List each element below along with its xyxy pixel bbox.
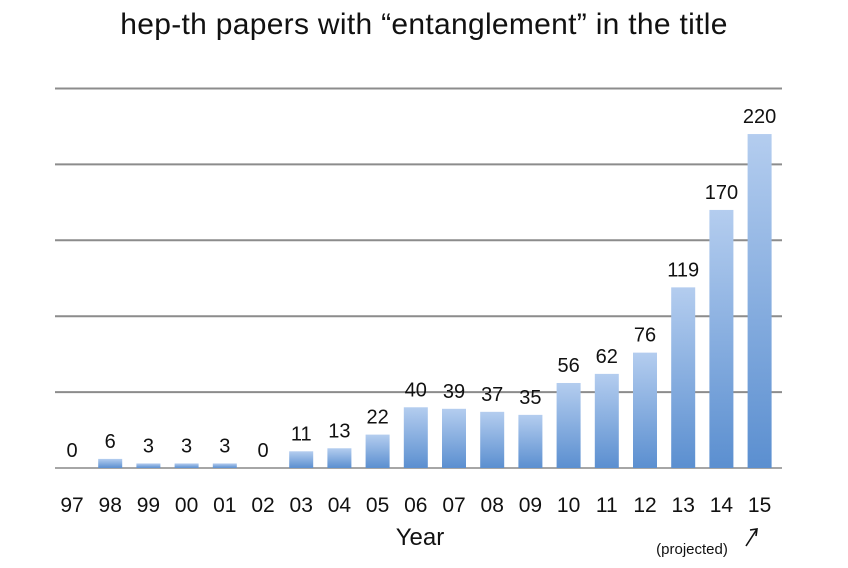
bar-14 xyxy=(709,209,734,468)
data-label-08: 37 xyxy=(481,384,503,406)
bar-06 xyxy=(403,407,428,468)
projected-annotation: (projected) xyxy=(656,541,728,558)
data-label-01: 3 xyxy=(219,435,230,457)
x-tick-11: 11 xyxy=(596,494,618,517)
chart-title: hep-th papers with “entanglement” in the… xyxy=(120,8,728,41)
data-label-05: 22 xyxy=(366,407,388,429)
data-label-07: 39 xyxy=(443,381,465,403)
x-tick-12: 12 xyxy=(633,494,656,517)
data-label-03: 11 xyxy=(291,423,312,445)
bar-05 xyxy=(365,434,390,468)
data-label-06: 40 xyxy=(405,379,427,401)
bar-11 xyxy=(594,373,619,468)
bar-99 xyxy=(136,463,161,468)
x-tick-04: 04 xyxy=(328,494,352,517)
bar-03 xyxy=(289,451,314,468)
bar-13 xyxy=(671,287,696,468)
data-label-97: 0 xyxy=(66,440,77,462)
bar-15 xyxy=(747,134,772,469)
x-tick-labels: 97 98 99 00 01 02 03 04 05 06 07 08 09 10 11 12 13 14 15 xyxy=(60,494,771,517)
x-tick-97: 97 xyxy=(60,494,83,517)
bar-00 xyxy=(174,463,199,468)
x-tick-10: 10 xyxy=(557,494,580,517)
x-tick-03: 03 xyxy=(290,494,313,517)
bar-98 xyxy=(98,458,123,468)
x-tick-05: 05 xyxy=(366,494,389,517)
data-label-10: 56 xyxy=(557,355,579,377)
data-labels: 0 6 3 3 3 0 11 13 22 40 39 37 35 56 62 76 119 170 220 xyxy=(66,106,776,462)
arrow-icon xyxy=(745,528,758,547)
bar-12 xyxy=(633,352,657,468)
x-tick-15: 15 xyxy=(748,494,771,517)
data-label-99: 3 xyxy=(143,435,154,457)
data-label-14: 170 xyxy=(705,182,738,204)
x-tick-07: 07 xyxy=(442,494,465,517)
data-label-04: 13 xyxy=(328,420,350,442)
x-tick-00: 00 xyxy=(175,494,198,517)
bar-04 xyxy=(327,448,352,468)
data-label-13: 119 xyxy=(667,259,699,281)
bar-01 xyxy=(212,463,237,468)
x-tick-09: 09 xyxy=(519,494,542,517)
bar-09 xyxy=(518,414,543,468)
x-tick-02: 02 xyxy=(251,494,274,517)
bar-10 xyxy=(556,382,581,468)
x-axis-label: Year xyxy=(396,524,445,551)
data-label-98: 6 xyxy=(105,431,116,453)
data-label-02: 0 xyxy=(257,440,268,462)
data-label-15: 220 xyxy=(743,106,776,128)
x-tick-13: 13 xyxy=(672,494,695,517)
x-tick-98: 98 xyxy=(99,494,122,517)
data-label-09: 35 xyxy=(519,387,541,409)
x-tick-01: 01 xyxy=(213,494,236,517)
bar-07 xyxy=(442,408,466,468)
x-tick-14: 14 xyxy=(710,494,734,517)
data-label-00: 3 xyxy=(181,435,192,457)
x-tick-06: 06 xyxy=(404,494,427,517)
data-label-12: 76 xyxy=(634,325,656,347)
bar-08 xyxy=(480,411,505,468)
x-tick-99: 99 xyxy=(137,494,160,517)
bars xyxy=(98,134,772,469)
x-tick-08: 08 xyxy=(481,494,504,517)
data-label-11: 62 xyxy=(596,346,618,368)
